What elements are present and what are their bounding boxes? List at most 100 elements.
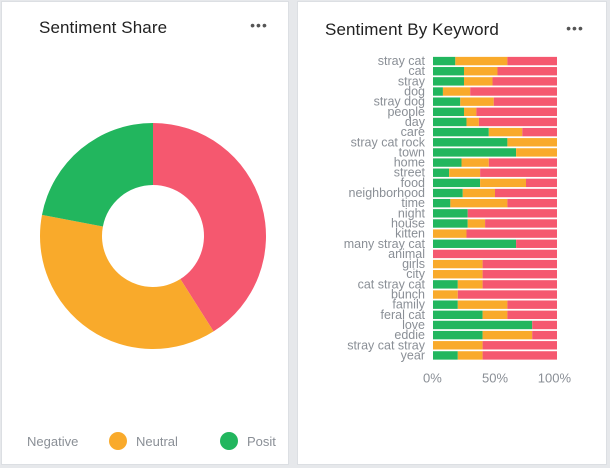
donut-slice-negative[interactable] bbox=[153, 123, 266, 332]
bar-segment-negative[interactable] bbox=[467, 209, 557, 218]
bar-segment-negative[interactable] bbox=[507, 198, 557, 208]
bar-segment-neutral[interactable] bbox=[450, 198, 508, 208]
legend-item-negative[interactable]: Negative bbox=[27, 431, 78, 451]
bar-segment-neutral[interactable] bbox=[460, 97, 494, 106]
bar-segment-positive[interactable] bbox=[433, 117, 467, 127]
sentiment-by-keyword-card: Sentiment By Keyword ••• stray cat cat str… bbox=[297, 1, 607, 465]
bar-segment-neutral[interactable] bbox=[457, 300, 508, 309]
bar-segment-negative[interactable] bbox=[485, 219, 557, 228]
bar-segment-negative[interactable] bbox=[482, 351, 557, 360]
category-label: girls bbox=[402, 257, 425, 271]
bar-segment-negative[interactable] bbox=[482, 341, 557, 350]
bar-segment-neutral[interactable] bbox=[461, 158, 489, 167]
bar-segment-positive[interactable] bbox=[433, 127, 489, 137]
legend-dot-neutral-icon bbox=[109, 432, 127, 450]
bar-segment-negative[interactable] bbox=[476, 107, 557, 117]
bar-segment-positive[interactable] bbox=[433, 300, 458, 309]
legend-item-neutral[interactable]: Neutral bbox=[109, 431, 178, 451]
category-label: dog bbox=[404, 85, 425, 99]
bar-segment-negative[interactable] bbox=[526, 178, 557, 188]
category-label: house bbox=[391, 216, 425, 230]
bar-segment-positive[interactable] bbox=[433, 239, 517, 248]
bar-segment-neutral[interactable] bbox=[442, 87, 471, 96]
more-horizontal-icon[interactable]: ••• bbox=[566, 20, 584, 36]
bar-segment-positive[interactable] bbox=[433, 310, 483, 320]
bar-segment-neutral[interactable] bbox=[467, 219, 486, 228]
bar-segment-negative[interactable] bbox=[457, 290, 557, 299]
bar-segment-negative[interactable] bbox=[507, 56, 557, 66]
bar-segment-neutral[interactable] bbox=[457, 280, 483, 289]
bar-segment-negative[interactable] bbox=[516, 239, 557, 248]
sentiment-by-keyword-title: Sentiment By Keyword bbox=[325, 20, 499, 39]
bar-segment-negative[interactable] bbox=[470, 87, 557, 96]
bar-segment-negative[interactable] bbox=[497, 67, 557, 76]
bar-segment-negative[interactable] bbox=[466, 229, 557, 238]
bar-segment-positive[interactable] bbox=[433, 168, 450, 177]
more-horizontal-icon[interactable]: ••• bbox=[250, 17, 268, 33]
bar-segment-negative[interactable] bbox=[482, 280, 557, 289]
bar-segment-negative[interactable] bbox=[478, 117, 557, 127]
bar-segment-negative[interactable] bbox=[507, 300, 557, 309]
bar-segment-positive[interactable] bbox=[433, 351, 458, 360]
bar-segment-positive[interactable] bbox=[433, 87, 443, 96]
donut-slice-neutral[interactable] bbox=[39, 214, 214, 349]
bar-segment-negative[interactable] bbox=[495, 188, 557, 198]
bar-segment-neutral[interactable] bbox=[464, 67, 498, 76]
bar-segment-negative[interactable] bbox=[532, 320, 557, 330]
bar-segment-positive[interactable] bbox=[433, 158, 462, 167]
bar-segment-neutral[interactable] bbox=[482, 310, 508, 320]
bar-segment-neutral[interactable] bbox=[433, 259, 483, 269]
bar-segment-positive[interactable] bbox=[433, 209, 468, 218]
category-label: stray dog bbox=[374, 95, 425, 109]
bar-segment-positive[interactable] bbox=[433, 280, 458, 289]
bar-segment-neutral[interactable] bbox=[488, 127, 523, 137]
bar-segment-negative[interactable] bbox=[522, 127, 557, 137]
bar-segment-neutral[interactable] bbox=[482, 330, 533, 340]
donut-slice-positive[interactable] bbox=[42, 123, 153, 227]
bar-segment-negative[interactable] bbox=[493, 97, 557, 106]
legend-dot-positive-icon bbox=[220, 432, 238, 450]
category-label: street bbox=[394, 166, 426, 180]
bar-segment-neutral[interactable] bbox=[455, 56, 508, 66]
bar-segment-negative[interactable] bbox=[492, 77, 557, 86]
bar-segment-positive[interactable] bbox=[433, 178, 481, 188]
bar-segment-positive[interactable] bbox=[433, 107, 464, 117]
x-tick-label: 0% bbox=[423, 371, 442, 386]
bar-segment-neutral[interactable] bbox=[516, 148, 557, 157]
bar-segment-positive[interactable] bbox=[433, 188, 463, 198]
bar-segment-negative[interactable] bbox=[482, 270, 557, 279]
legend-item-positive[interactable]: Posit bbox=[220, 431, 282, 451]
bar-segment-positive[interactable] bbox=[433, 67, 464, 76]
bar-segment-neutral[interactable] bbox=[433, 229, 467, 238]
bar-segment-neutral[interactable] bbox=[433, 290, 458, 299]
bar-segment-neutral[interactable] bbox=[507, 138, 557, 147]
bar-segment-negative[interactable] bbox=[488, 158, 557, 167]
bar-segment-positive[interactable] bbox=[433, 320, 533, 330]
bar-segment-negative[interactable] bbox=[480, 168, 557, 177]
bar-segment-positive[interactable] bbox=[433, 56, 456, 66]
bar-segment-neutral[interactable] bbox=[433, 270, 483, 279]
bar-segment-positive[interactable] bbox=[433, 97, 461, 106]
bar-segment-positive[interactable] bbox=[433, 219, 468, 228]
x-tick-label: 50% bbox=[482, 371, 508, 386]
bar-segment-positive[interactable] bbox=[433, 77, 464, 86]
bar-segment-neutral[interactable] bbox=[464, 107, 477, 117]
bar-segment-positive[interactable] bbox=[433, 148, 517, 157]
legend-label-negative: Negative bbox=[27, 433, 79, 449]
bar-segment-neutral[interactable] bbox=[466, 117, 479, 127]
bar-segment-neutral[interactable] bbox=[449, 168, 481, 177]
bar-segment-negative[interactable] bbox=[482, 259, 557, 269]
bar-segment-negative[interactable] bbox=[433, 249, 557, 259]
bar-segment-positive[interactable] bbox=[433, 198, 451, 208]
bar-segment-positive[interactable] bbox=[433, 138, 508, 147]
bar-segment-negative[interactable] bbox=[507, 310, 557, 320]
category-label: neighborhood bbox=[349, 186, 426, 200]
bar-segment-negative[interactable] bbox=[532, 330, 557, 340]
bar-segment-neutral[interactable] bbox=[480, 178, 526, 188]
bar-segment-neutral[interactable] bbox=[457, 351, 483, 360]
bar-segment-neutral[interactable] bbox=[462, 188, 495, 198]
bar-segment-positive[interactable] bbox=[433, 330, 483, 340]
bar-segment-neutral[interactable] bbox=[464, 77, 493, 86]
bar-segment-neutral[interactable] bbox=[433, 341, 483, 350]
